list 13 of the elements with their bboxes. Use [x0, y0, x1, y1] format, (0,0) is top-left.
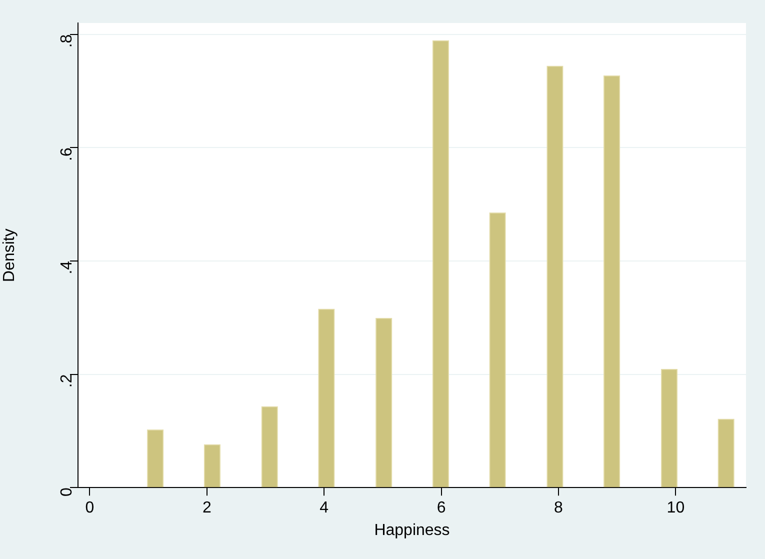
y-tick-label: 0 — [58, 488, 76, 497]
x-tick-label: 0 — [85, 500, 94, 517]
y-tick-label: .4 — [58, 260, 76, 274]
x-tick-label: 10 — [666, 500, 685, 517]
x-tick-label: 6 — [436, 500, 446, 517]
y-axis-title: Density — [1, 228, 18, 282]
y-tick-label: .2 — [58, 374, 76, 388]
y-tick-label: .6 — [58, 148, 76, 161]
y-tick-label: .8 — [58, 34, 76, 48]
x-tick-label: 8 — [554, 500, 564, 517]
x-tick-label: 2 — [202, 500, 212, 517]
x-axis-title: Happiness — [374, 522, 450, 539]
x-tick-label: 4 — [320, 500, 329, 517]
